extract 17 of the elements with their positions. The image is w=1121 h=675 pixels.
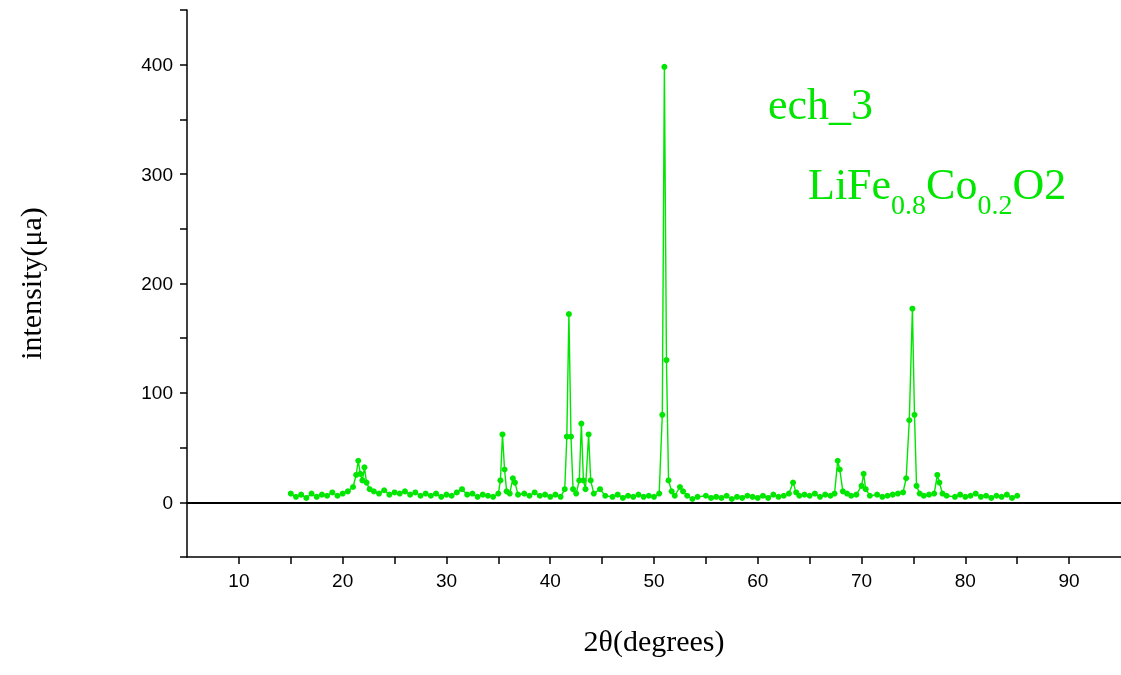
y-tick-label: 0 xyxy=(162,491,173,513)
x-tick-label: 60 xyxy=(747,570,769,591)
annotation: ech_3 xyxy=(768,79,874,129)
y-tick-label: 200 xyxy=(141,273,173,294)
x-tick-label: 10 xyxy=(228,570,250,591)
x-tick-label: 20 xyxy=(332,570,354,591)
x-tick-label: 40 xyxy=(539,570,561,591)
x-tick-label: 50 xyxy=(643,570,665,591)
y-tick-label: 100 xyxy=(141,382,173,404)
y-axis-title: intensity(μa) xyxy=(13,207,48,360)
x-axis-title: 2θ(degrees) xyxy=(583,623,725,658)
y-tick-label: 400 xyxy=(141,54,173,76)
x-tick-label: 90 xyxy=(1058,570,1080,591)
x-tick-label: 70 xyxy=(850,570,873,591)
x-tick-label: 80 xyxy=(954,570,976,591)
x-tick-label: 30 xyxy=(435,570,458,591)
y-tick-label: 300 xyxy=(141,163,173,185)
